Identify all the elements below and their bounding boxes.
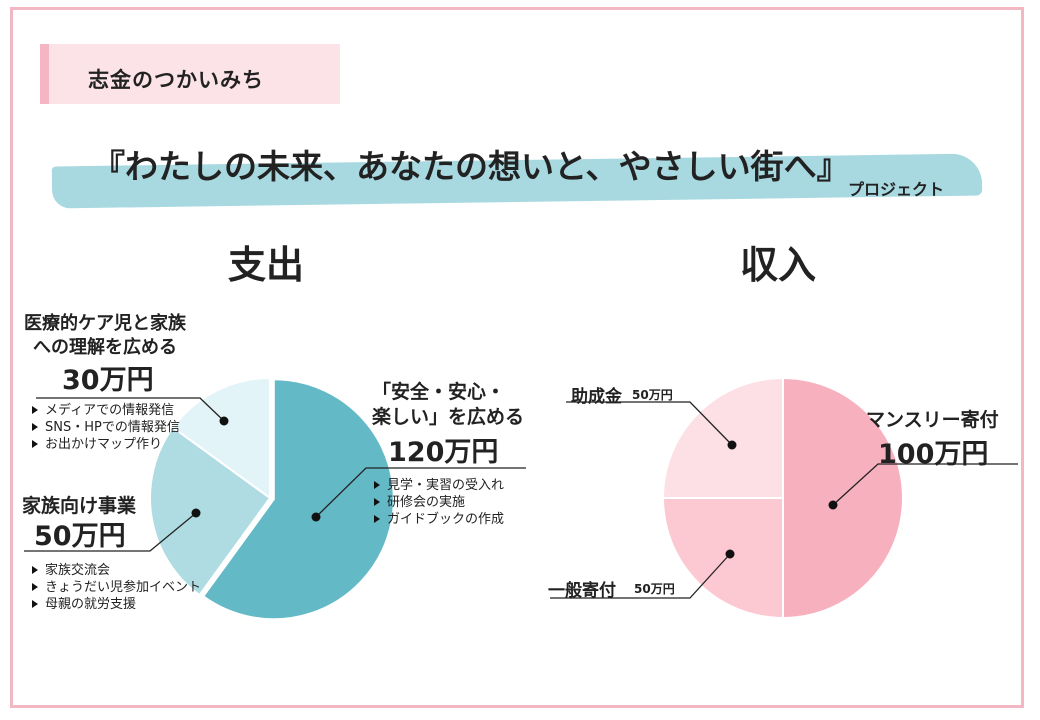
- list-item: きょうだい児参加イベント: [30, 579, 201, 596]
- section-tag-accent: [40, 44, 49, 104]
- income-pie-slice: [661, 376, 784, 499]
- project-title: 『わたしの未来、あなたの想いと、やさしい街へ』: [92, 147, 850, 186]
- income-label-general: 一般寄付: [548, 581, 616, 601]
- expense-pie-slice: [171, 376, 271, 500]
- list-item: 家族交流会: [30, 562, 201, 579]
- expense-amount-safety: 120万円: [388, 437, 499, 468]
- expense-safety-leader-line: [315, 467, 526, 518]
- income-pie-chart: [661, 376, 904, 620]
- expense-family-leader-line: [24, 512, 197, 552]
- expense-family-leader-dot: [191, 508, 201, 518]
- income-pie-slice: [661, 497, 784, 620]
- expense-awareness-leader-line: [36, 397, 225, 422]
- list-item: SNS・HPでの情報発信: [30, 419, 180, 436]
- section-tag-label: 志金のつかいみち: [88, 68, 264, 92]
- income-label-monthly: マンスリー寄付: [866, 409, 999, 431]
- expense-safety-leader-dot: [311, 512, 321, 522]
- leader-lines: [24, 397, 1018, 599]
- income-amount-monthly: 100万円: [878, 439, 989, 470]
- expense-heading: 支出: [228, 243, 305, 287]
- income-grant-leader-line: [566, 401, 733, 446]
- expense-label-awareness-line2: への理解を広める: [33, 337, 177, 358]
- project-subtitle: プロジェクト: [848, 180, 945, 199]
- income-pie-slice: [782, 376, 904, 620]
- list-item: ガイドブックの作成: [372, 511, 504, 528]
- expense-bullets-family: 家族交流会 きょうだい児参加イベント 母親の就労支援: [30, 562, 201, 613]
- expense-pie-slice: [149, 426, 272, 597]
- expense-amount-awareness: 30万円: [62, 365, 154, 396]
- expense-label-safety-line2: 楽しい」を広める: [372, 406, 525, 428]
- expense-label-awareness: 医療的ケア児と家族 への理解を広める: [24, 312, 186, 360]
- list-item: メディアでの情報発信: [30, 402, 180, 419]
- income-grant-leader-dot: [727, 440, 737, 450]
- income-monthly-leader-dot: [828, 500, 838, 510]
- expense-pie-slice: [201, 378, 395, 621]
- expense-label-family: 家族向け事業: [22, 495, 137, 517]
- list-item: 母親の就労支援: [30, 596, 201, 613]
- expense-pie-chart: [149, 376, 395, 621]
- income-monthly-leader-line: [832, 463, 1018, 506]
- list-item: お出かけマップ作り: [30, 436, 180, 453]
- income-general-leader-line: [550, 553, 731, 599]
- income-label-grant: 助成金: [571, 387, 622, 407]
- expense-label-safety: 「安全・安心・ 楽しい」を広める: [372, 380, 524, 430]
- expense-label-awareness-line1: 医療的ケア児と家族: [24, 313, 186, 334]
- expense-awareness-leader-dot: [219, 416, 229, 426]
- expense-bullets-safety: 見学・実習の受入れ 研修会の実施 ガイドブックの作成: [372, 477, 504, 528]
- expense-amount-family: 50万円: [34, 521, 126, 552]
- expense-bullets-awareness: メディアでの情報発信 SNS・HPでの情報発信 お出かけマップ作り: [30, 402, 180, 453]
- list-item: 研修会の実施: [372, 494, 504, 511]
- list-item: 見学・実習の受入れ: [372, 477, 504, 494]
- expense-label-safety-line1: 「安全・安心・: [372, 381, 506, 403]
- income-amount-grant: 50万円: [632, 388, 673, 402]
- section-tag: [40, 44, 340, 104]
- income-amount-general: 50万円: [634, 582, 675, 596]
- income-heading: 収入: [740, 243, 817, 287]
- page-frame: [10, 7, 1024, 708]
- income-general-leader-dot: [725, 549, 735, 559]
